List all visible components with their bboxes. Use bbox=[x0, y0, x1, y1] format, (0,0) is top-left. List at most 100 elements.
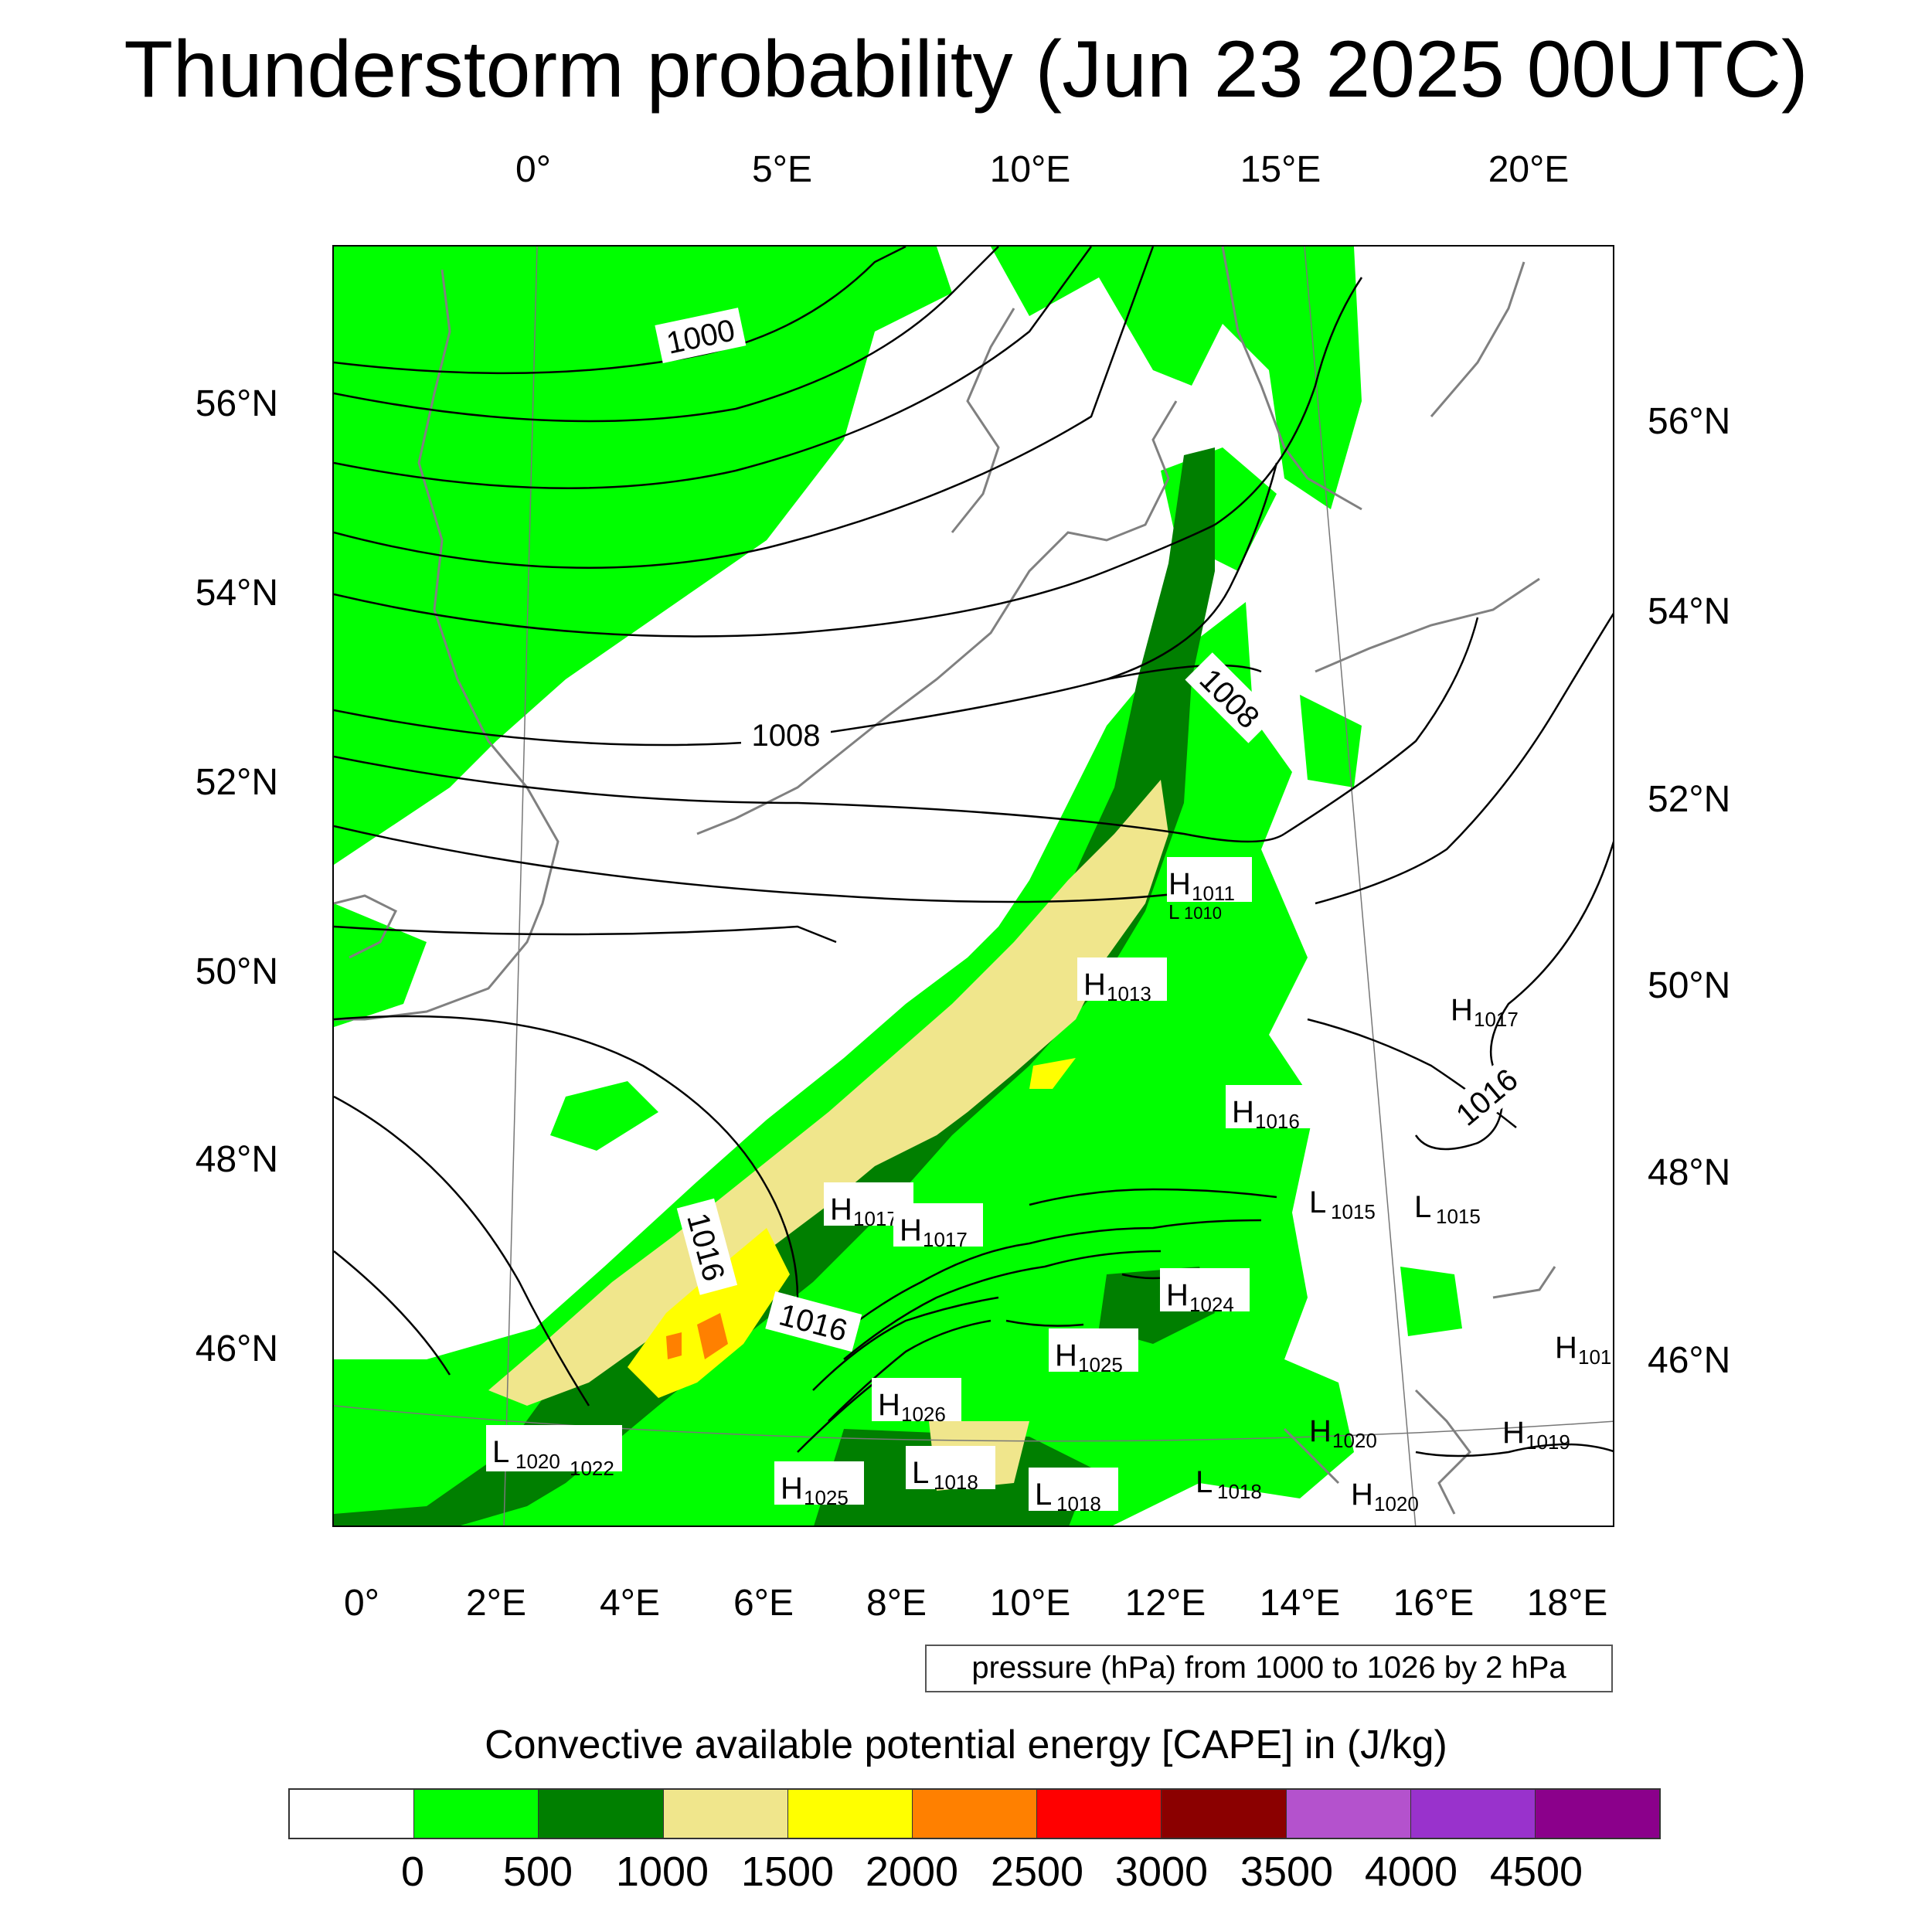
top-tick-5e: 5°E bbox=[752, 149, 812, 190]
colorbar-label-4000: 4000 bbox=[1364, 1849, 1458, 1895]
right-tick-54n: 54°N bbox=[1648, 591, 1731, 632]
svg-text:1019: 1019 bbox=[1526, 1430, 1570, 1454]
pressure-center-h-1020-a: H 1020 bbox=[1309, 1414, 1377, 1452]
isobars bbox=[334, 247, 1613, 1458]
svg-text:L: L bbox=[1196, 1465, 1213, 1499]
pressure-center-1022: 1022 bbox=[570, 1457, 614, 1480]
pressure-center-h-1013: H 1013 bbox=[1077, 957, 1167, 1005]
colorbar-swatch bbox=[1286, 1790, 1411, 1838]
left-tick-52n: 52°N bbox=[195, 762, 278, 803]
colorbar bbox=[288, 1788, 1661, 1839]
pressure-center-l-1020: L 1020 bbox=[486, 1425, 622, 1473]
svg-text:1015: 1015 bbox=[1331, 1200, 1376, 1223]
svg-text:H: H bbox=[1451, 993, 1473, 1027]
contour-info-box: pressure (hPa) from 1000 to 1026 by 2 hP… bbox=[925, 1645, 1613, 1692]
svg-text:1017: 1017 bbox=[1474, 1008, 1519, 1031]
svg-text:H: H bbox=[1166, 1278, 1189, 1312]
svg-text:L: L bbox=[912, 1456, 929, 1490]
colorbar-swatch bbox=[787, 1790, 913, 1838]
left-tick-56n: 56°N bbox=[195, 383, 278, 424]
left-tick-46n: 46°N bbox=[195, 1328, 278, 1369]
pressure-center-h-101: H 101 bbox=[1555, 1331, 1611, 1369]
svg-text:H: H bbox=[1232, 1095, 1254, 1129]
svg-text:H: H bbox=[830, 1192, 852, 1226]
colorbar-label-2500: 2500 bbox=[990, 1849, 1084, 1895]
bottom-tick-14e: 14°E bbox=[1259, 1583, 1341, 1624]
pressure-center-h-1017-east: H 1017 bbox=[1451, 993, 1519, 1031]
pressure-center-h-1020-b: H 1020 bbox=[1351, 1478, 1419, 1515]
left-tick-54n: 54°N bbox=[195, 573, 278, 614]
colorbar-swatch bbox=[414, 1790, 539, 1838]
pressure-center-l-1018-b: L 1018 bbox=[1029, 1468, 1118, 1515]
pressure-center-l-1015-a: L 1015 bbox=[1309, 1185, 1376, 1223]
svg-text:1018: 1018 bbox=[934, 1471, 978, 1494]
colorbar-swatch bbox=[1037, 1790, 1162, 1838]
svg-text:H: H bbox=[781, 1471, 803, 1505]
cape-fill-2000-2500 bbox=[666, 1313, 728, 1359]
colorbar-label-500: 500 bbox=[502, 1849, 573, 1895]
bottom-tick-16e: 16°E bbox=[1393, 1583, 1475, 1624]
svg-text:1026: 1026 bbox=[901, 1403, 946, 1426]
svg-text:1013: 1013 bbox=[1107, 982, 1151, 1005]
svg-text:L: L bbox=[492, 1435, 509, 1469]
coastlines bbox=[334, 247, 1556, 1515]
top-tick-20e: 20°E bbox=[1488, 149, 1570, 190]
right-tick-56n: 56°N bbox=[1648, 401, 1731, 442]
colorbar-label-1500: 1500 bbox=[740, 1849, 835, 1895]
bottom-tick-10e: 10°E bbox=[989, 1583, 1071, 1624]
pressure-center-h-1026: H 1026 bbox=[872, 1378, 961, 1426]
svg-text:H: H bbox=[900, 1213, 922, 1247]
colorbar-label-3000: 3000 bbox=[1114, 1849, 1209, 1895]
pressure-center-h-1024: H 1024 bbox=[1160, 1268, 1250, 1316]
pressure-center-l-1015-b: L 1015 bbox=[1414, 1190, 1481, 1228]
map-svg: 1000 1008 1008 1016 1016 1016 bbox=[334, 247, 1613, 1526]
svg-text:L: L bbox=[1309, 1185, 1326, 1219]
top-tick-15e: 15°E bbox=[1240, 149, 1321, 190]
svg-text:1018: 1018 bbox=[1056, 1492, 1101, 1515]
map-panel[interactable]: 1000 1008 1008 1016 1016 1016 bbox=[332, 245, 1614, 1527]
svg-text:H: H bbox=[1083, 968, 1106, 1002]
bottom-tick-8e: 8°E bbox=[866, 1583, 927, 1624]
colorbar-label-4500: 4500 bbox=[1489, 1849, 1583, 1895]
svg-text:H: H bbox=[1168, 867, 1191, 901]
svg-text:L: L bbox=[1414, 1190, 1431, 1224]
isobar-label-1016-c: 1016 bbox=[1439, 1053, 1533, 1141]
svg-text:L: L bbox=[1168, 900, 1179, 923]
colorbar-title: Convective available potential energy [C… bbox=[485, 1723, 1447, 1767]
top-tick-0: 0° bbox=[515, 149, 551, 190]
colorbar-label-1000: 1000 bbox=[615, 1849, 709, 1895]
colorbar-label-2000: 2000 bbox=[865, 1849, 959, 1895]
svg-text:1020: 1020 bbox=[515, 1450, 560, 1473]
svg-text:1011: 1011 bbox=[1192, 882, 1235, 905]
left-tick-48n: 48°N bbox=[195, 1139, 278, 1180]
right-tick-46n: 46°N bbox=[1648, 1340, 1731, 1381]
pressure-center-h-1025-b: H 1025 bbox=[774, 1461, 864, 1509]
graticule bbox=[334, 247, 1613, 1526]
colorbar-swatch bbox=[1162, 1790, 1287, 1838]
svg-text:1008: 1008 bbox=[752, 719, 821, 753]
bottom-tick-2e: 2°E bbox=[466, 1583, 526, 1624]
svg-text:H: H bbox=[1555, 1331, 1577, 1365]
right-tick-52n: 52°N bbox=[1648, 779, 1731, 820]
svg-text:H: H bbox=[1055, 1338, 1077, 1372]
svg-text:1015: 1015 bbox=[1436, 1205, 1481, 1228]
colorbar-swatch bbox=[663, 1790, 788, 1838]
svg-text:1017: 1017 bbox=[923, 1228, 968, 1251]
bottom-tick-18e: 18°E bbox=[1526, 1583, 1608, 1624]
svg-text:1017: 1017 bbox=[853, 1207, 898, 1230]
pressure-center-h-1025-a: H 1025 bbox=[1049, 1328, 1138, 1376]
colorbar-swatch bbox=[912, 1790, 1038, 1838]
bottom-tick-12e: 12°E bbox=[1124, 1583, 1206, 1624]
bottom-tick-0: 0° bbox=[344, 1583, 379, 1624]
right-tick-50n: 50°N bbox=[1648, 965, 1731, 1006]
map-title: Thunderstorm probability (Jun 23 2025 00… bbox=[124, 25, 1808, 114]
svg-text:1025: 1025 bbox=[1078, 1353, 1123, 1376]
bottom-tick-4e: 4°E bbox=[600, 1583, 660, 1624]
isobar-label-1000: 1000 bbox=[655, 308, 747, 363]
isobar-label-1008-a: 1008 bbox=[741, 715, 831, 753]
colorbar-swatch bbox=[1410, 1790, 1536, 1838]
colorbar-swatch bbox=[290, 1790, 415, 1838]
left-tick-50n: 50°N bbox=[195, 951, 278, 992]
pressure-center-h-1017-b: H 1017 bbox=[893, 1203, 983, 1251]
svg-text:1020: 1020 bbox=[1374, 1492, 1419, 1515]
